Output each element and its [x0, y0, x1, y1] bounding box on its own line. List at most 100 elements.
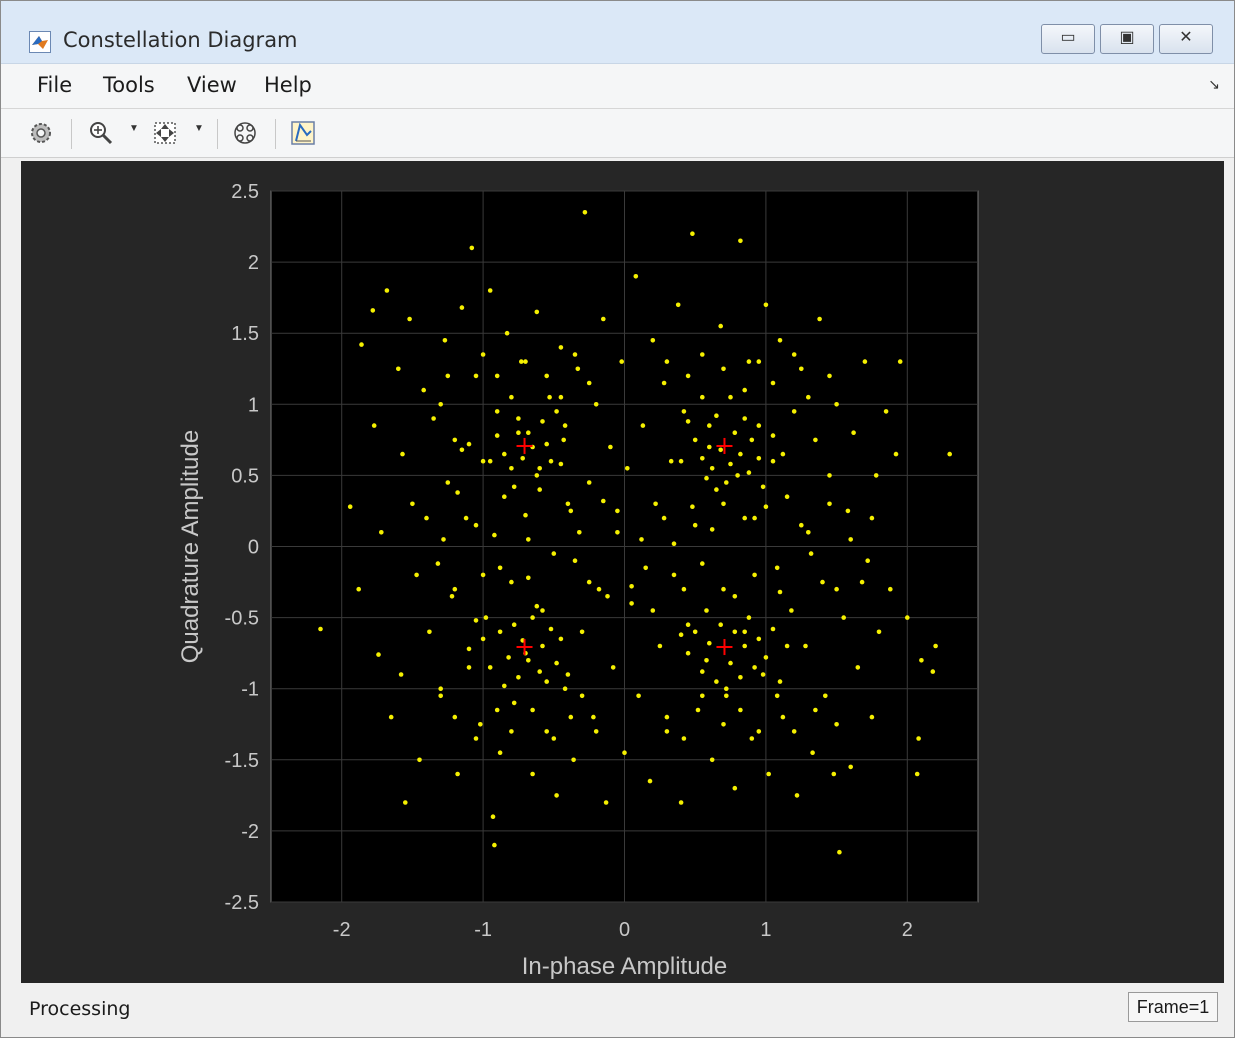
- data-point: [791, 409, 797, 414]
- data-point: [473, 522, 479, 528]
- data-point: [738, 451, 743, 457]
- data-point: [593, 402, 599, 407]
- zoom-dropdown-icon[interactable]: ▼: [129, 123, 139, 134]
- reference-constellation-icon[interactable]: [231, 119, 259, 147]
- data-point: [558, 461, 564, 467]
- data-point: [615, 530, 620, 535]
- data-point: [738, 675, 743, 680]
- data-point: [678, 800, 684, 805]
- data-point: [526, 430, 531, 436]
- y-tick-label: -0.5: [225, 608, 259, 630]
- data-point: [547, 394, 552, 400]
- data-point: [478, 722, 483, 727]
- reference-marker: [516, 437, 533, 454]
- data-point: [756, 359, 762, 364]
- data-point: [721, 722, 726, 727]
- y-tick-label: 0: [248, 537, 259, 559]
- data-point: [831, 771, 837, 777]
- data-point: [763, 504, 769, 510]
- close-button[interactable]: ✕: [1159, 24, 1213, 54]
- data-point: [690, 504, 695, 510]
- data-point: [709, 757, 715, 763]
- data-point: [526, 537, 531, 542]
- undock-icon[interactable]: ↘: [1208, 76, 1220, 92]
- constellation-plot[interactable]: -2 -1 0 1 2 2.5 2 1.5 1 0.5 0 -0.5 -1 -1.5 -2 -2.5 In-p…: [21, 161, 1224, 983]
- data-point: [700, 669, 705, 674]
- minimize-button[interactable]: ▭: [1041, 24, 1095, 54]
- settings-icon[interactable]: [27, 119, 55, 147]
- data-point: [650, 608, 656, 613]
- frame-counter: Frame=1: [1128, 992, 1218, 1022]
- maximize-button[interactable]: ▣: [1100, 24, 1154, 54]
- data-point: [494, 409, 500, 414]
- menu-view[interactable]: View: [187, 73, 237, 97]
- data-point: [777, 338, 783, 343]
- data-point: [605, 594, 610, 599]
- data-point: [707, 444, 712, 450]
- data-point: [780, 714, 786, 720]
- data-point: [480, 458, 486, 464]
- data-point: [466, 646, 472, 652]
- data-point: [523, 359, 528, 364]
- toolbar-separator: [71, 119, 72, 149]
- data-point: [735, 473, 740, 478]
- data-point: [704, 658, 709, 663]
- menu-help[interactable]: Help: [264, 73, 312, 97]
- data-point: [919, 658, 924, 663]
- data-point: [473, 618, 479, 623]
- data-point: [862, 359, 868, 364]
- menu-tools[interactable]: Tools: [103, 73, 155, 97]
- data-point: [732, 430, 738, 436]
- data-point: [455, 490, 460, 495]
- data-point: [568, 508, 574, 514]
- data-point: [537, 466, 542, 471]
- data-point: [738, 707, 743, 713]
- data-point: [610, 665, 616, 670]
- data-point: [544, 373, 549, 379]
- data-point: [681, 409, 687, 414]
- data-point: [438, 402, 444, 407]
- data-point: [650, 338, 656, 343]
- data-point: [827, 473, 832, 478]
- data-point: [562, 686, 568, 691]
- data-point: [794, 793, 800, 798]
- data-point: [530, 771, 535, 777]
- data-point: [572, 558, 578, 563]
- data-point: [808, 551, 814, 556]
- data-point: [714, 413, 719, 418]
- zoom-in-icon[interactable]: [87, 119, 115, 147]
- data-point: [441, 537, 446, 542]
- data-point: [591, 714, 596, 720]
- signal-statistics-icon[interactable]: [289, 119, 317, 147]
- fit-dropdown-icon[interactable]: ▼: [194, 123, 204, 134]
- data-point: [791, 352, 797, 357]
- data-point: [579, 629, 585, 635]
- data-point: [526, 658, 531, 663]
- data-point: [678, 632, 684, 637]
- data-point: [494, 707, 500, 713]
- y-tick-label: 2: [248, 252, 259, 274]
- data-point: [494, 373, 500, 379]
- fit-to-view-icon[interactable]: [151, 119, 179, 147]
- data-point: [841, 615, 846, 620]
- data-point: [724, 686, 729, 691]
- data-points: [318, 210, 952, 855]
- data-point: [700, 352, 705, 357]
- matlab-icon: [29, 31, 51, 53]
- data-point: [806, 530, 811, 535]
- data-point: [855, 665, 861, 670]
- data-point: [551, 736, 557, 741]
- toolbar-separator: [275, 119, 276, 149]
- data-point: [774, 693, 780, 699]
- data-point: [438, 686, 444, 691]
- data-point: [695, 707, 701, 713]
- data-point: [888, 586, 893, 592]
- y-tick-label: -1.5: [225, 750, 259, 772]
- title-bar[interactable]: Constellation Diagram ▭ ▣ ✕: [1, 1, 1234, 64]
- data-point: [873, 473, 879, 478]
- data-point: [760, 484, 766, 490]
- menu-file[interactable]: File: [37, 73, 73, 97]
- data-point: [379, 530, 384, 535]
- data-point: [763, 302, 769, 308]
- reference-marker: [516, 639, 533, 656]
